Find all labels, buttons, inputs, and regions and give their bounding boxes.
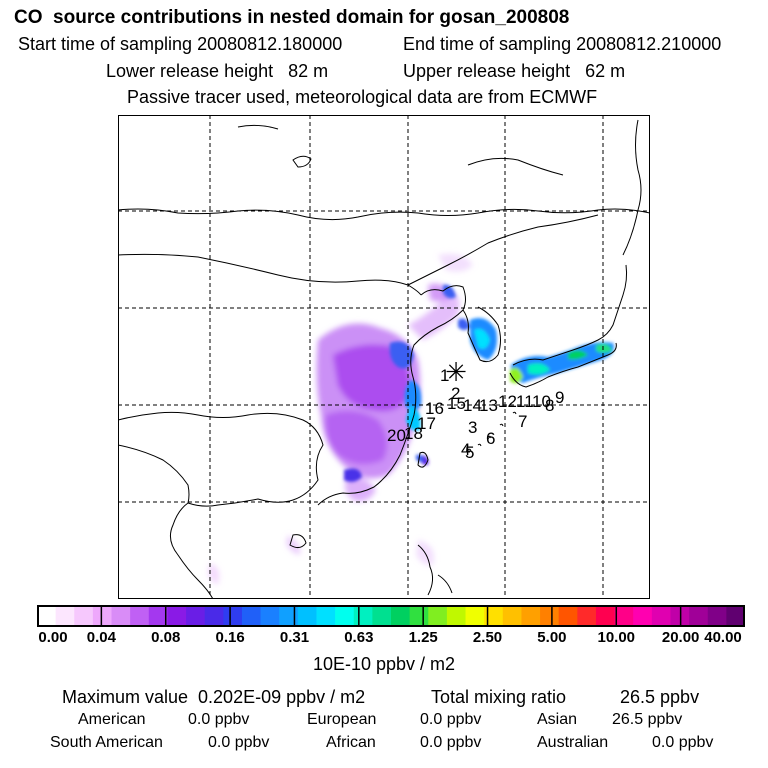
region-label: 6 xyxy=(486,429,495,448)
region-label: 7 xyxy=(518,412,527,431)
color-scale-tick-label: 40.00 xyxy=(704,629,742,646)
color-swatch xyxy=(502,605,523,627)
color-swatch xyxy=(372,605,392,627)
color-scale-tick-label: 0.08 xyxy=(151,629,181,646)
start-time: Start time of sampling 20080812.180000 xyxy=(18,34,343,54)
color-scale-tick-label: 0.00 xyxy=(38,629,68,646)
color-swatch xyxy=(92,605,113,627)
asian-value: 26.5 ppbv xyxy=(612,711,683,728)
color-swatch xyxy=(241,605,262,627)
color-scale-tick-label: 1.25 xyxy=(408,629,438,646)
region-label: 3 xyxy=(468,418,477,437)
region-label: 11 xyxy=(516,392,534,411)
map-frame xyxy=(118,115,650,599)
color-swatch xyxy=(577,605,597,627)
total-mixing-ratio-label: Total mixing ratio xyxy=(431,687,567,707)
plot-title: CO source contributions in nested domain… xyxy=(14,7,570,28)
end-time: End time of sampling 20080812.210000 xyxy=(403,34,722,54)
region-label: 10 xyxy=(532,392,551,411)
american-label: American xyxy=(78,711,146,728)
color-scale-tick-label: 5.00 xyxy=(537,629,567,646)
color-swatch xyxy=(391,605,411,627)
color-swatch xyxy=(186,605,206,627)
color-swatch xyxy=(540,605,560,627)
color-swatch xyxy=(130,605,150,627)
color-swatch xyxy=(446,605,467,627)
region-label: 18 xyxy=(404,424,423,443)
color-swatch xyxy=(521,605,541,627)
color-swatch xyxy=(204,605,224,627)
color-swatch xyxy=(111,605,131,627)
color-scale-tick-label: 20.00 xyxy=(661,629,700,646)
color-swatch xyxy=(260,605,280,627)
color-swatch xyxy=(55,605,75,627)
european-value: 0.0 ppbv xyxy=(420,711,482,728)
color-swatch xyxy=(148,605,169,627)
region-label: 16 xyxy=(425,399,444,418)
color-swatch xyxy=(428,605,448,627)
color-swatch xyxy=(633,605,653,627)
color-swatch xyxy=(484,605,504,627)
region-label: 12 xyxy=(498,392,517,411)
color-scale-units: 10E-10 ppbv / m2 xyxy=(312,654,456,674)
region-label: 15 xyxy=(447,394,466,413)
color-scale-frame xyxy=(37,605,745,627)
coastlines xyxy=(118,119,650,599)
region-label: 5 xyxy=(465,443,474,462)
australian-value: 0.0 ppbv xyxy=(652,734,714,751)
color-scale-tick-label: 0.31 xyxy=(279,629,310,646)
color-swatch xyxy=(297,605,318,627)
color-swatch xyxy=(74,605,94,627)
african-value: 0.0 ppbv xyxy=(420,734,482,751)
color-swatch xyxy=(335,605,355,627)
asian-label: Asian xyxy=(537,711,578,728)
color-swatch xyxy=(167,605,187,627)
color-swatch xyxy=(353,605,373,627)
european-label: European xyxy=(307,711,377,728)
color-scale-tick-label: 2.50 xyxy=(472,629,503,646)
color-swatch xyxy=(558,605,578,627)
region-label: 2 xyxy=(451,384,460,403)
color-swatch xyxy=(614,605,634,627)
african-label: African xyxy=(326,734,376,751)
color-scale-tick-label: 0.16 xyxy=(215,629,245,646)
region-label: 9 xyxy=(555,388,564,407)
australian-label: Australian xyxy=(537,734,609,751)
upper-release-height: Upper release height 62 m xyxy=(403,61,626,81)
color-swatch xyxy=(726,605,745,627)
color-swatch xyxy=(37,605,57,627)
color-swatch xyxy=(316,605,336,627)
region-label: 8 xyxy=(545,396,554,415)
region-label: 17 xyxy=(417,414,436,433)
lower-release-height: Lower release height 82 m xyxy=(106,61,329,81)
color-scale-tick-label: 0.04 xyxy=(86,629,116,646)
color-swatch xyxy=(279,605,299,627)
color-swatch xyxy=(707,605,727,627)
color-swatch xyxy=(409,605,429,627)
color-scale-bar xyxy=(37,605,745,627)
american-value: 0.0 ppbv xyxy=(188,711,250,728)
color-swatch xyxy=(595,605,616,627)
south-american-value: 0.0 ppbv xyxy=(208,734,270,751)
source-contribution-map: ✳ 1 2 15 14 13 12 11 10 9 8 16 17 3 6 7 … xyxy=(118,115,650,599)
lat-lon-grid xyxy=(118,115,650,599)
color-swatch xyxy=(223,605,243,627)
color-swatch xyxy=(689,605,709,627)
maximum-value: Maximum value 0.202E-09 ppbv / m2 xyxy=(62,687,366,707)
tracer-info: Passive tracer used, meteorological data… xyxy=(127,87,598,107)
south-american-label: South American xyxy=(50,734,163,751)
region-label: 13 xyxy=(479,396,498,415)
color-scale-tick-label: 0.63 xyxy=(344,629,374,646)
total-mixing-ratio-value: 26.5 ppbv xyxy=(620,687,700,707)
region-label: 20 xyxy=(387,426,406,445)
region-label: 1 xyxy=(440,366,449,385)
receptor-marker-icon: ✳ xyxy=(445,358,467,388)
region-label: 4 xyxy=(461,440,470,459)
color-swatch xyxy=(465,605,485,627)
color-scale-tick-label: 10.00 xyxy=(597,629,636,646)
color-swatch xyxy=(651,605,672,627)
region-label: 14 xyxy=(463,396,482,415)
